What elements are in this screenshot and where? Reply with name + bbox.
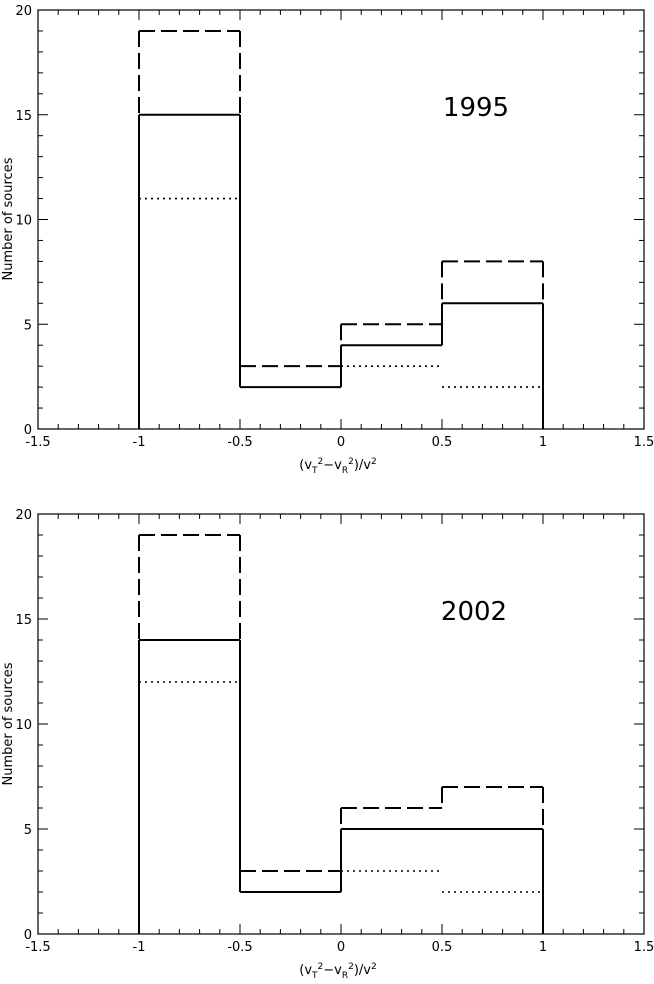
histogram-series-layer	[138, 534, 544, 934]
annotation-year: 1995	[443, 93, 509, 123]
y-tick-label: 15	[15, 109, 32, 124]
series-dashed	[138, 534, 544, 872]
x-tick-label: 1	[539, 435, 547, 450]
series-dashed	[138, 29, 544, 368]
x-tick-label: 0.5	[432, 435, 453, 450]
y-tick-label: 20	[15, 508, 32, 523]
y-tick-label: 0	[24, 423, 32, 438]
series-solid	[138, 113, 544, 429]
xlabel: (vT2−vR2)/v2	[299, 962, 376, 981]
histogram-series-layer	[138, 29, 544, 429]
x-tick-label: -1	[133, 435, 146, 450]
series-dotted	[139, 681, 543, 893]
x-tick-label: 1	[539, 940, 547, 955]
panel-2002: -1.5 -1 -0.5 0 0.5 1 1.5 0 5 10 15 20 2002 Number o…	[1, 508, 654, 981]
ticks-layer: -1.5 -1 -0.5 0 0.5 1 1.5 0 5 10 15 20	[15, 508, 654, 955]
x-tick-label: -1	[133, 940, 146, 955]
ylabel: Number of sources	[1, 157, 16, 280]
y-tick-label: 5	[24, 823, 32, 838]
x-tick-label: -1.5	[25, 940, 50, 955]
x-tick-label: 0	[337, 940, 345, 955]
x-tick-label: 1.5	[634, 435, 654, 450]
xlabel: (vT2−vR2)/v2	[299, 457, 376, 476]
series-dotted	[139, 197, 543, 388]
y-tick-label: 20	[15, 4, 32, 19]
x-tick-label: 0.5	[432, 940, 453, 955]
series-solid	[138, 639, 544, 934]
annotation-year: 2002	[441, 597, 507, 627]
y-tick-label: 15	[15, 613, 32, 628]
x-tick-label: -1.5	[25, 435, 50, 450]
x-tick-label: 1.5	[634, 940, 654, 955]
x-tick-label: 0	[337, 435, 345, 450]
y-tick-label: 10	[15, 718, 32, 733]
y-tick-label: 0	[24, 928, 32, 943]
x-tick-label: -0.5	[227, 435, 252, 450]
ticks-layer: -1.5 -1 -0.5 0 0.5 1 1.5 0 5 10 15 20	[15, 4, 654, 450]
panel-1995: -1.5 -1 -0.5 0 0.5 1 1.5 0 5 10 15 20 1995 Number o…	[1, 4, 654, 476]
x-tick-label: -0.5	[227, 940, 252, 955]
y-tick-label: 10	[15, 214, 32, 229]
y-tick-label: 5	[24, 318, 32, 333]
ylabel: Number of sources	[1, 662, 16, 785]
